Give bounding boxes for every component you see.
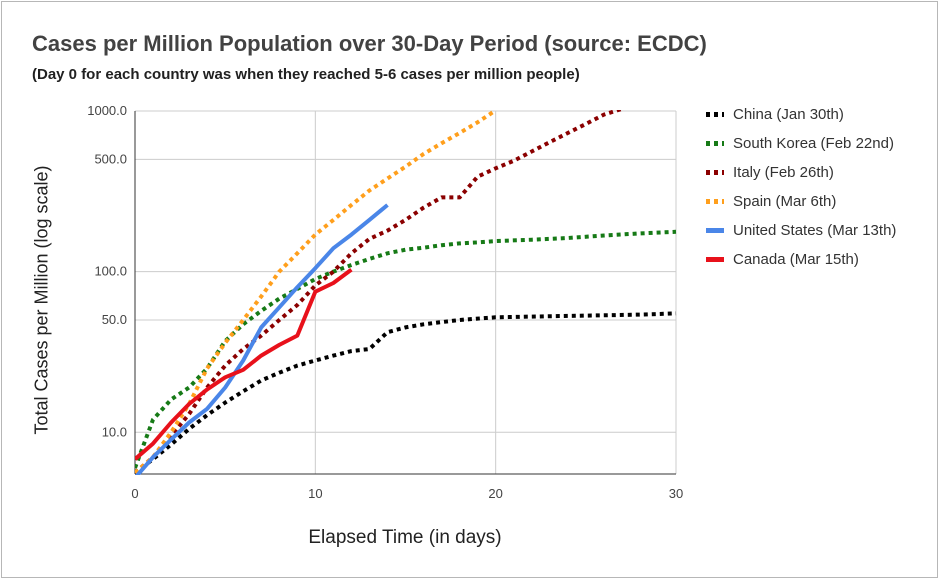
x-tick-label: 0	[131, 486, 138, 501]
y-tick-label: 500.0	[94, 151, 127, 166]
legend-item: United States (Mar 13th)	[706, 216, 896, 245]
series-line-5	[135, 267, 353, 461]
series-line-3	[135, 110, 497, 475]
legend-swatch	[706, 228, 724, 233]
series-line-4	[135, 203, 389, 475]
legend-item: Spain (Mar 6th)	[706, 187, 896, 216]
y-tick-label: 50.0	[102, 312, 127, 327]
legend-label: Canada (Mar 15th)	[733, 251, 859, 268]
y-tick-label: 1000.0	[87, 103, 127, 118]
legend-swatch	[706, 257, 724, 262]
series-line-0	[135, 311, 677, 475]
legend-swatch	[706, 199, 724, 204]
series-line-2	[135, 110, 623, 475]
series-line-1	[135, 229, 677, 469]
legend: China (Jan 30th) South Korea (Feb 22nd) It…	[706, 100, 896, 274]
legend-swatch	[706, 112, 724, 117]
legend-swatch	[706, 141, 724, 146]
x-tick-label: 10	[308, 486, 322, 501]
y-tick-label: 100.0	[94, 264, 127, 279]
x-tick-label: 20	[488, 486, 502, 501]
legend-label: Spain (Mar 6th)	[733, 193, 837, 210]
x-tick-label: 30	[669, 486, 683, 501]
legend-item: Canada (Mar 15th)	[706, 245, 896, 274]
legend-label: Italy (Feb 26th)	[733, 164, 834, 181]
legend-label: United States (Mar 13th)	[733, 222, 897, 239]
chart-subtitle: (Day 0 for each country was when they re…	[32, 66, 580, 83]
y-tick-label: 10.0	[102, 424, 127, 439]
chart-title: Cases per Million Population over 30-Day…	[32, 31, 707, 56]
legend-item: Italy (Feb 26th)	[706, 158, 896, 187]
legend-label: South Korea (Feb 22nd)	[733, 135, 894, 152]
x-axis-label: Elapsed Time (in days)	[308, 527, 502, 548]
legend-swatch	[706, 170, 724, 175]
legend-item: South Korea (Feb 22nd)	[706, 129, 896, 158]
legend-label: China (Jan 30th)	[733, 106, 844, 123]
legend-item: China (Jan 30th)	[706, 100, 896, 129]
